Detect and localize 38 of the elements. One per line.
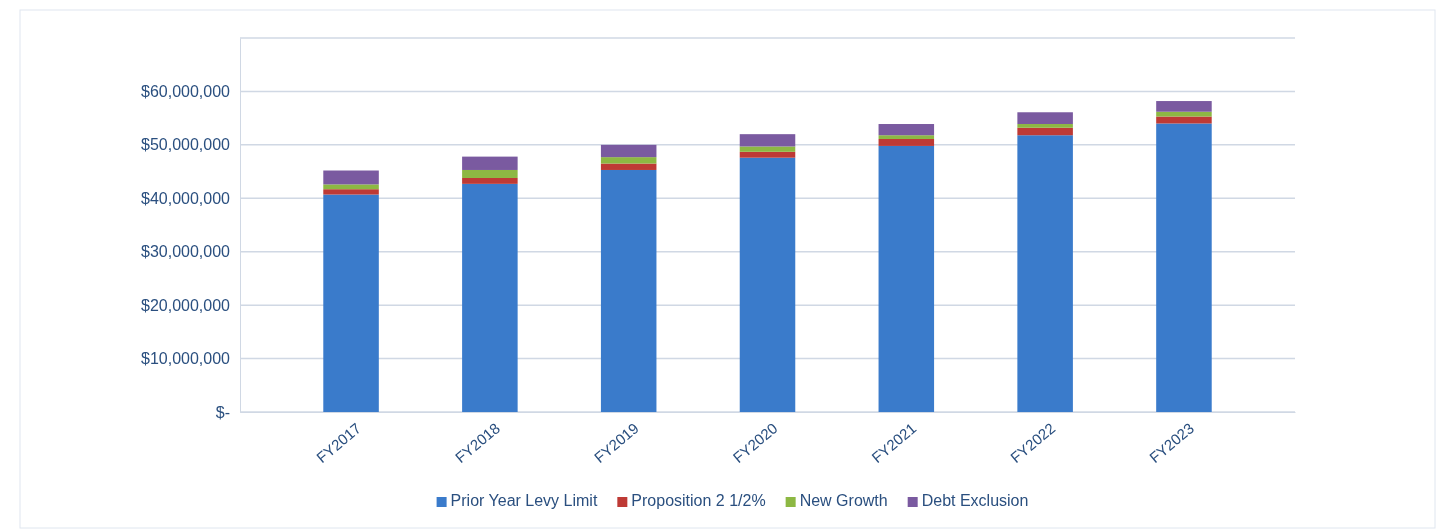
bar: [878, 145, 935, 412]
bar: [323, 184, 379, 190]
bar: [878, 138, 935, 146]
y-tick-label: $20,000,000: [141, 296, 231, 314]
bar: [739, 134, 796, 147]
y-tick-label: $60,000,000: [141, 83, 231, 101]
bar: [600, 144, 657, 158]
bar: [323, 189, 379, 195]
legend-label: Prior Year Levy Limit: [450, 492, 598, 509]
bar: [878, 135, 935, 139]
bar: [1156, 101, 1212, 112]
bar: [878, 124, 935, 136]
bar: [739, 151, 796, 158]
y-tick-label: $30,000,000: [141, 243, 231, 261]
bar: [1156, 123, 1212, 412]
bar: [600, 157, 657, 164]
bar: [1156, 111, 1212, 117]
bar: [323, 194, 379, 412]
bar: [600, 169, 657, 412]
bar: [462, 169, 518, 178]
legend-label: Proposition 2 1/2%: [631, 492, 766, 509]
bar: [739, 157, 796, 412]
legend-label: Debt Exclusion: [921, 492, 1029, 509]
bar: [1017, 124, 1073, 128]
bar: [462, 183, 518, 412]
bar: [1017, 135, 1073, 412]
bar: [462, 177, 518, 184]
bar: [462, 156, 518, 170]
legend-label: New Growth: [799, 492, 888, 509]
bar: [1017, 112, 1073, 125]
bar: [739, 146, 796, 152]
bar: [1017, 127, 1073, 136]
y-tick-label: $-: [215, 403, 230, 421]
bar: [323, 170, 379, 185]
y-tick-label: $40,000,000: [141, 189, 231, 207]
y-tick-label: $10,000,000: [141, 350, 231, 368]
y-tick-label: $50,000,000: [141, 136, 231, 154]
bar: [600, 163, 657, 170]
